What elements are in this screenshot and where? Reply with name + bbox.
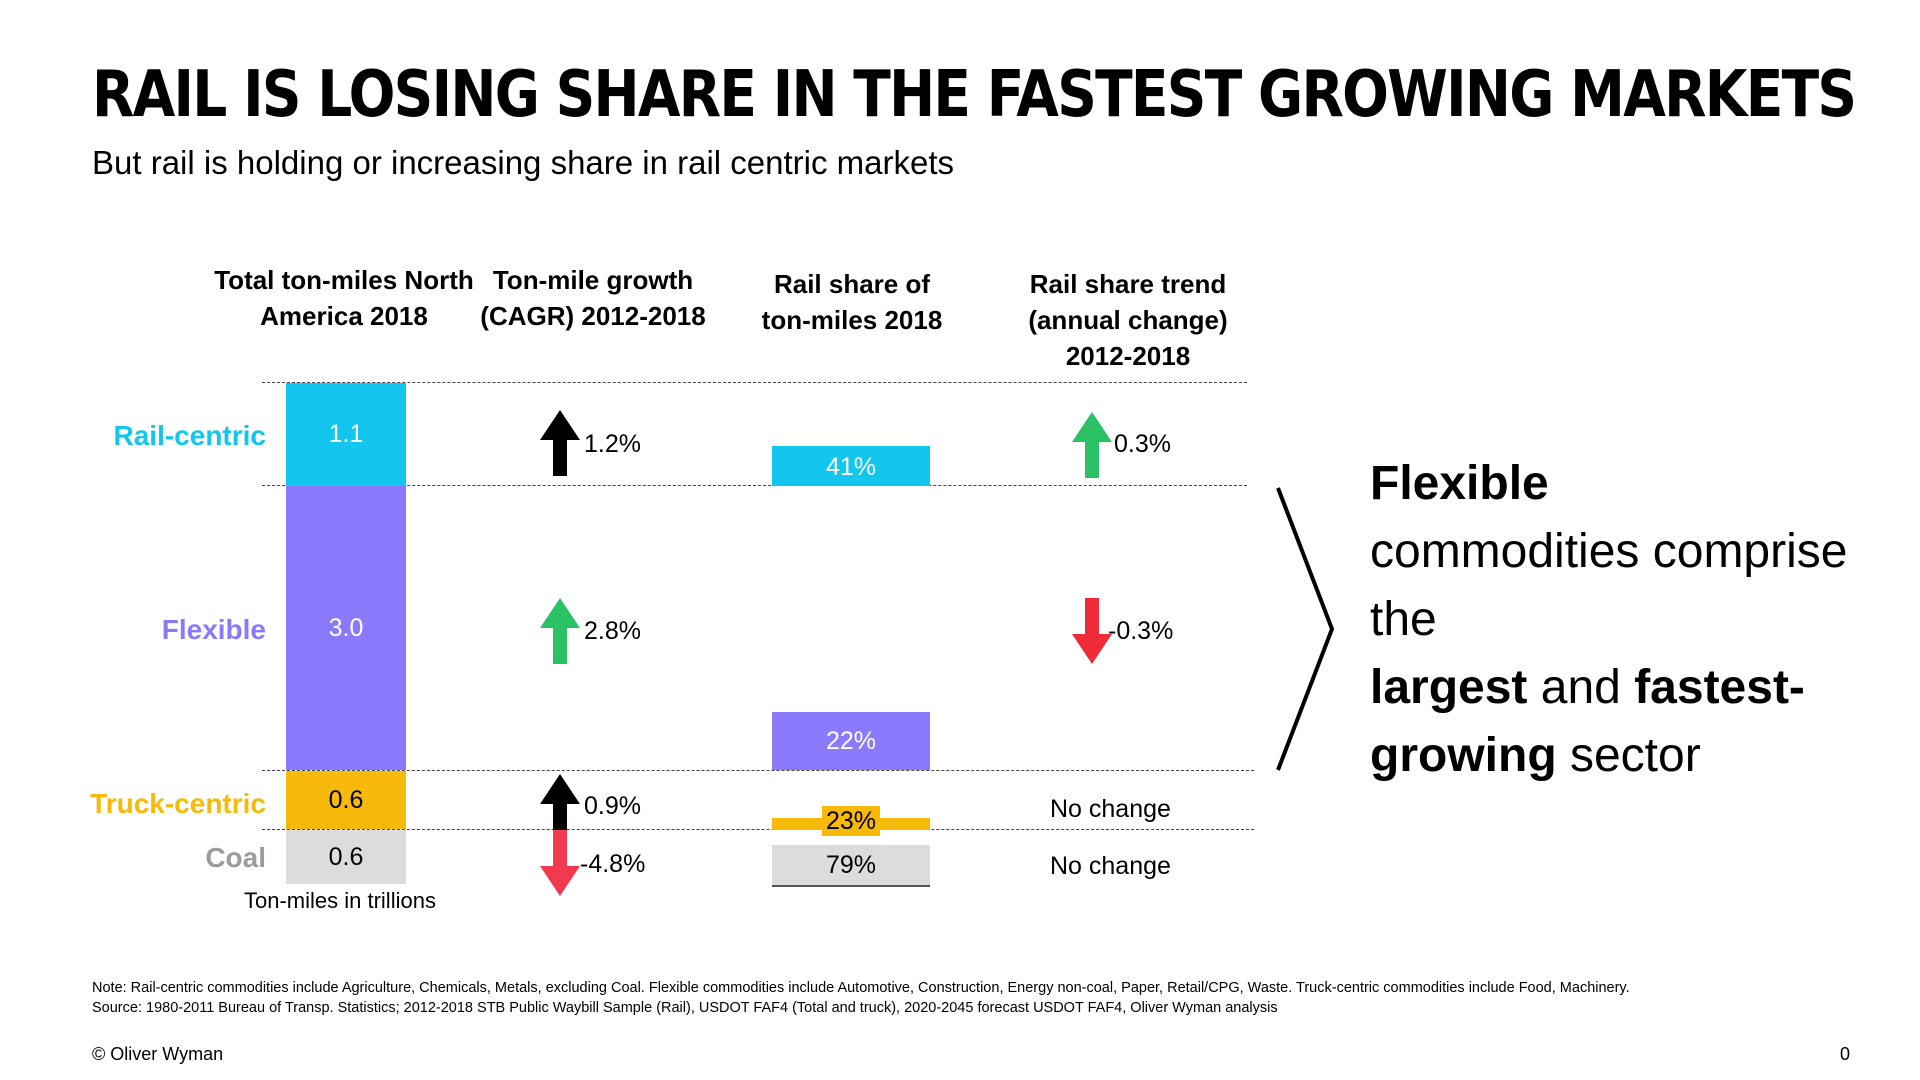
trend-rail-centric: 0.3% xyxy=(1114,430,1171,458)
arrow-up-black-icon xyxy=(540,774,580,840)
callout-largest: largest xyxy=(1370,661,1528,714)
arrow-down-red-icon xyxy=(1072,598,1112,664)
footnote-note: Note: Rail-centric commodities include A… xyxy=(92,980,1630,996)
trend-coal: No change xyxy=(1050,852,1171,880)
row-label-flexible: Flexible xyxy=(161,614,266,645)
callout-and: and xyxy=(1540,661,1621,714)
units-note: Ton-miles in trillions xyxy=(244,888,436,913)
header-ton-mile-growth: Ton-mile growth (CAGR) 2012-2018 xyxy=(480,265,706,331)
callout-text: Flexible commodities comprise the larges… xyxy=(1370,450,1890,790)
bar-total-coal: 0.6 xyxy=(286,830,406,884)
arrow-up-green-icon xyxy=(1072,412,1112,478)
copyright: © Oliver Wyman xyxy=(92,1044,224,1064)
bar-total-truck-centric: 0.6 xyxy=(286,771,406,829)
row-label-truck-centric: Truck-centric xyxy=(90,788,266,819)
arrow-up-green-icon xyxy=(540,598,580,664)
page-title: RAIL IS LOSING SHARE IN THE FASTEST GROW… xyxy=(92,58,1857,132)
bar-total-rail-centric: 1.1 xyxy=(286,383,406,486)
growth-rail-centric: 1.2% xyxy=(584,430,641,458)
page-subtitle: But rail is holding or increasing share … xyxy=(92,144,955,181)
header-total-ton-miles: Total ton-miles North America 2018 xyxy=(214,265,474,331)
callout-fastest: fastest- xyxy=(1634,661,1805,714)
separator-top xyxy=(262,382,1247,383)
callout-flexible: Flexible xyxy=(1370,457,1549,510)
growth-flexible: 2.8% xyxy=(584,617,641,645)
bar-share-rail-centric: 41% xyxy=(772,446,930,486)
bar-share-coal-label: 79% xyxy=(825,850,877,879)
bar-share-truck-centric-label: 23% xyxy=(821,806,881,836)
trend-truck-centric: No change xyxy=(1050,795,1171,823)
bar-total-flexible: 3.0 xyxy=(286,486,406,770)
footnote: Note: Rail-centric commodities include A… xyxy=(92,978,1630,1018)
arrow-up-black-icon xyxy=(540,410,580,476)
separator-flexible-truck xyxy=(262,770,1254,771)
bar-total-flexible-label: 3.0 xyxy=(328,613,364,642)
callout-sector: sector xyxy=(1569,729,1701,782)
bar-share-coal: 79% xyxy=(772,845,930,887)
separator-truck-coal xyxy=(262,829,1254,830)
row-label-rail-centric: Rail-centric xyxy=(113,420,267,451)
bar-total-coal-label: 0.6 xyxy=(328,842,364,871)
bar-share-flexible: 22% xyxy=(772,712,930,770)
footnote-source: Source: 1980-2011 Bureau of Transp. Stat… xyxy=(92,1000,1278,1016)
header-rail-share: Rail share of ton-miles 2018 xyxy=(761,269,943,335)
arrow-down-pink-icon xyxy=(540,830,580,896)
header-rail-share-trend: Rail share trend (annual change) 2012-20… xyxy=(1028,269,1228,371)
bar-share-flexible-label: 22% xyxy=(825,726,877,755)
bar-total-truck-centric-label: 0.6 xyxy=(328,785,364,814)
separator-rail-flexible xyxy=(262,485,1247,486)
growth-truck-centric: 0.9% xyxy=(584,792,641,820)
page-number: 0 xyxy=(1839,1044,1850,1064)
bar-share-rail-centric-label: 41% xyxy=(825,452,877,481)
bar-total-rail-centric-label: 1.1 xyxy=(328,420,364,448)
trend-flexible: -0.3% xyxy=(1108,617,1174,645)
right-bracket-icon xyxy=(1276,487,1335,771)
growth-coal: -4.8% xyxy=(580,850,646,878)
row-label-coal: Coal xyxy=(205,842,266,873)
callout-mid: commodities comprise the xyxy=(1370,525,1848,646)
bar-share-truck-centric: 23% xyxy=(772,806,930,836)
callout-growing: growing xyxy=(1370,729,1557,782)
